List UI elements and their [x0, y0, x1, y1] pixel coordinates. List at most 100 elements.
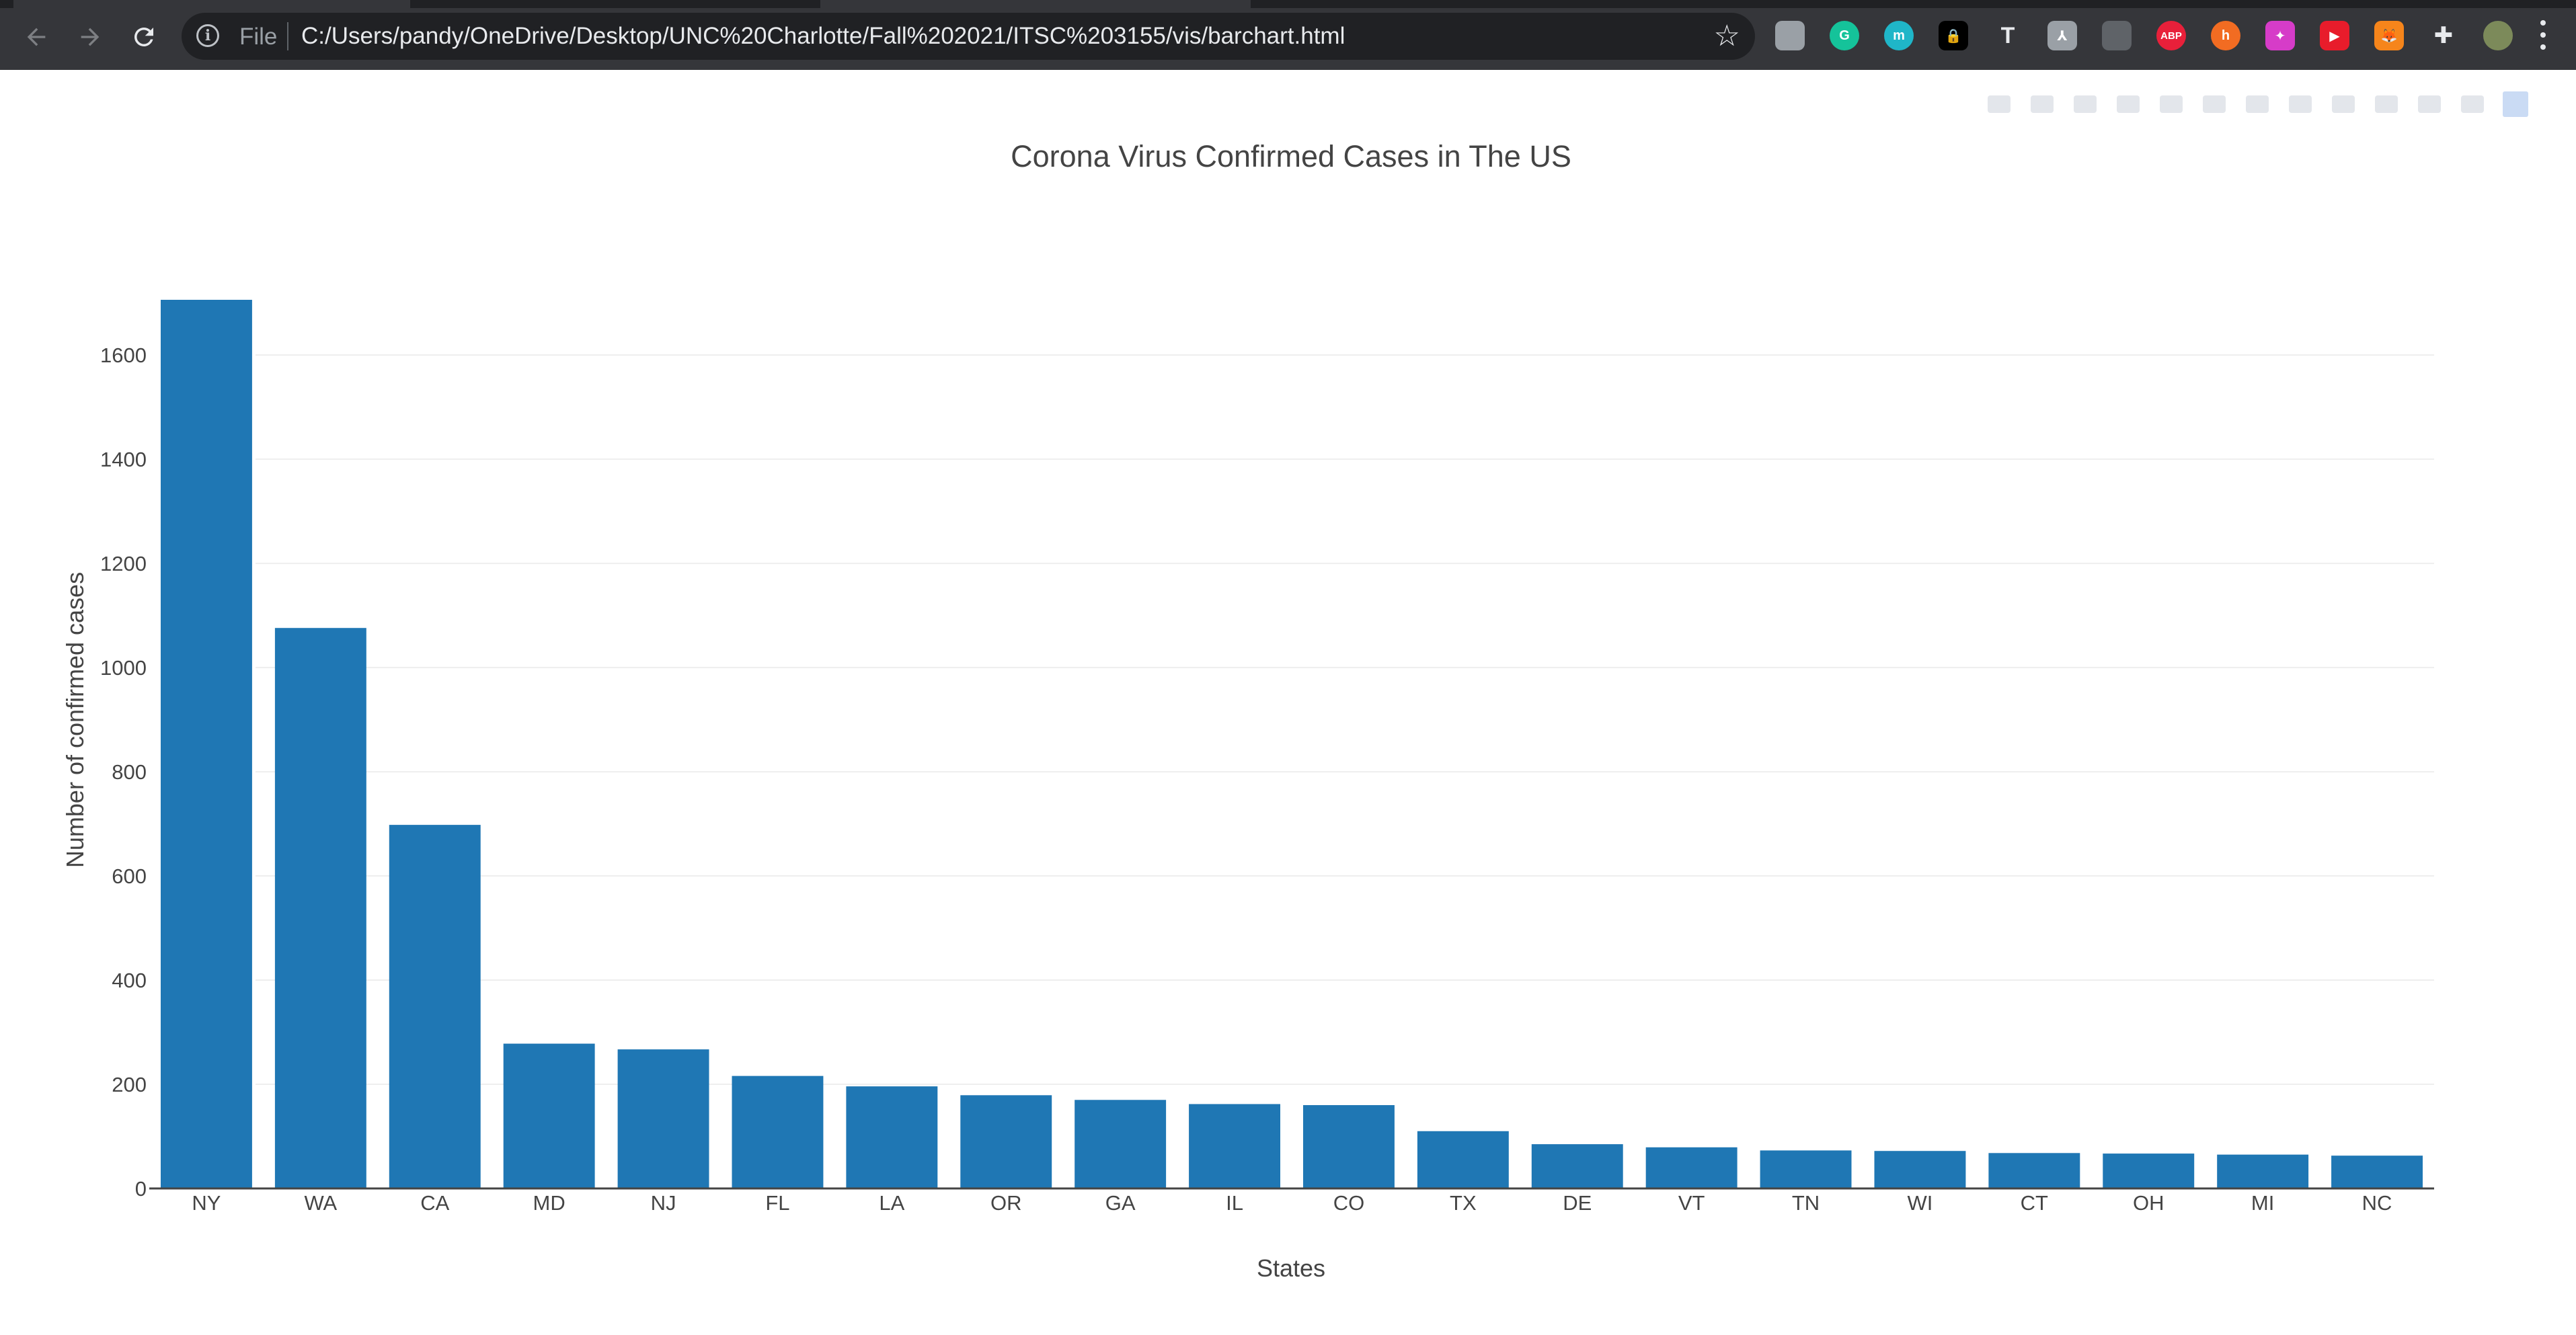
y-tick-label: 800	[112, 760, 147, 784]
x-tick-label: FL	[765, 1191, 789, 1215]
autoscale-icon[interactable]	[2285, 89, 2316, 120]
bar-ga[interactable]	[1075, 1100, 1167, 1188]
x-tick-label: CA	[420, 1191, 449, 1215]
x-tick-label: GA	[1105, 1191, 1136, 1215]
bar-ca[interactable]	[389, 825, 481, 1188]
back-button[interactable]	[17, 17, 56, 56]
x-tick-label: WI	[1908, 1191, 1933, 1215]
y-tick-label: 1600	[100, 343, 147, 367]
bar-ct[interactable]	[1988, 1153, 2080, 1188]
reload-button[interactable]	[124, 17, 163, 56]
x-tick-label: TN	[1792, 1191, 1820, 1215]
y-gridlines	[256, 354, 2434, 1086]
y-tick-label: 600	[112, 864, 147, 888]
bar-tn[interactable]	[1760, 1150, 1852, 1188]
x-tick-label: WA	[304, 1191, 337, 1215]
kebab-menu-icon[interactable]	[2536, 16, 2550, 54]
x-tick-label: VT	[1678, 1191, 1705, 1215]
y-tick-label: 1000	[100, 656, 147, 680]
x-tick-label: MI	[2251, 1191, 2274, 1215]
pdf-icon[interactable]: ⅄	[2047, 21, 2077, 50]
extension-dark-icon[interactable]	[2102, 21, 2132, 50]
bar-de[interactable]	[1531, 1144, 1623, 1188]
y-tick-label: 1200	[100, 552, 147, 575]
reset-axes-icon[interactable]	[2328, 89, 2359, 120]
bar-la[interactable]	[846, 1086, 938, 1188]
honey-icon[interactable]: h	[2211, 21, 2240, 50]
camera-icon[interactable]	[1984, 89, 2015, 120]
y-tick-labels: 0 200 400 600 800 1000 1200 1400 1600	[100, 343, 147, 1201]
extensions-puzzle-icon[interactable]: ✚	[2433, 23, 2454, 48]
scheme-label: File	[239, 24, 278, 50]
x-tick-label: CT	[2021, 1191, 2048, 1215]
grammarly-icon[interactable]: G	[1830, 21, 1859, 50]
y-tick-label: 0	[135, 1177, 147, 1201]
zoom-out-icon[interactable]	[2242, 89, 2273, 120]
box-select-icon[interactable]	[2113, 89, 2144, 120]
y-tick-label: 200	[112, 1073, 147, 1096]
y-axis-title: Number of confirmed cases	[61, 572, 89, 868]
reload-icon	[134, 27, 153, 46]
bar-oh[interactable]	[2103, 1154, 2195, 1188]
bar-wi[interactable]	[1874, 1151, 1966, 1188]
spike-lines-icon[interactable]	[2371, 89, 2402, 120]
bar-vt[interactable]	[1645, 1147, 1738, 1188]
info-icon[interactable]: i	[196, 24, 219, 47]
youtube-extension-icon[interactable]: ▶	[2320, 21, 2349, 50]
browser-tab[interactable]	[820, 0, 1251, 8]
x-tick-label: NC	[2362, 1191, 2392, 1215]
url-text[interactable]: C:/Users/pandy/OneDrive/Desktop/UNC%20Ch…	[301, 23, 1345, 49]
arrow-left-icon	[27, 28, 46, 46]
bar-wa[interactable]	[274, 628, 366, 1188]
x-tick-label: NY	[192, 1191, 221, 1215]
bar-nj[interactable]	[617, 1049, 709, 1188]
star-icon[interactable]: ☆	[1713, 19, 1740, 52]
plot-modebar	[1984, 89, 2543, 120]
bar-il[interactable]	[1189, 1104, 1281, 1188]
bar-tx[interactable]	[1417, 1131, 1509, 1188]
profile-avatar[interactable]	[2483, 21, 2513, 50]
hover-closest-icon[interactable]	[2414, 89, 2445, 120]
zoom-in-icon[interactable]	[2199, 89, 2230, 120]
x-tick-label: TX	[1450, 1191, 1477, 1215]
x-tick-label: OR	[990, 1191, 1022, 1215]
mote-icon[interactable]: m	[1884, 21, 1914, 50]
browser-tab[interactable]	[13, 0, 410, 8]
zoom-icon[interactable]	[2027, 89, 2058, 120]
x-tick-label: MD	[533, 1191, 565, 1215]
bar-mi[interactable]	[2217, 1154, 2309, 1188]
bar-nc[interactable]	[2331, 1156, 2423, 1188]
lock-extension-icon[interactable]: 🔒	[1939, 21, 1968, 50]
x-tick-label: OH	[2133, 1191, 2164, 1215]
metamask-icon[interactable]: 🦊	[2374, 21, 2404, 50]
x-tick-labels: NY WA CA MD NJ FL LA OR GA IL CO TX DE VT TN WI CT OH MI NC	[192, 1191, 2392, 1215]
bar-md[interactable]	[503, 1043, 595, 1188]
browser-toolbar: i File C:/Users/pandy/OneDrive/Desktop/U…	[0, 0, 2576, 70]
bar-co[interactable]	[1302, 1105, 1395, 1188]
x-axis-title: States	[1257, 1254, 1325, 1282]
x-tick-label: LA	[879, 1191, 904, 1215]
bar-ny[interactable]	[160, 300, 252, 1188]
omnibox-divider	[287, 22, 288, 50]
tex-icon[interactable]: T	[2000, 22, 2015, 48]
address-bar[interactable]: i File C:/Users/pandy/OneDrive/Desktop/U…	[182, 13, 1755, 60]
bars	[160, 300, 2423, 1188]
y-tick-label: 400	[112, 969, 147, 992]
arrow-right-icon	[81, 28, 100, 46]
bar-fl[interactable]	[732, 1076, 824, 1188]
x-tick-label: NJ	[651, 1191, 676, 1215]
extension-gray-icon[interactable]	[1775, 21, 1805, 50]
x-tick-label: CO	[1333, 1191, 1365, 1215]
lasso-icon[interactable]	[2156, 89, 2187, 120]
plotly-logo-icon[interactable]	[2500, 89, 2531, 120]
chart-title: Corona Virus Confirmed Cases in The US	[1011, 139, 1571, 173]
color-picker-icon[interactable]: ✦	[2265, 21, 2295, 50]
pan-icon[interactable]	[2070, 89, 2101, 120]
forward-button[interactable]	[71, 17, 110, 56]
y-tick-label: 1400	[100, 448, 147, 471]
tab-strip	[0, 0, 2576, 8]
hover-compare-icon[interactable]	[2457, 89, 2488, 120]
bar-or[interactable]	[960, 1095, 1052, 1188]
x-tick-label: DE	[1563, 1191, 1592, 1215]
adblock-plus-icon[interactable]: ABP	[2156, 21, 2186, 50]
